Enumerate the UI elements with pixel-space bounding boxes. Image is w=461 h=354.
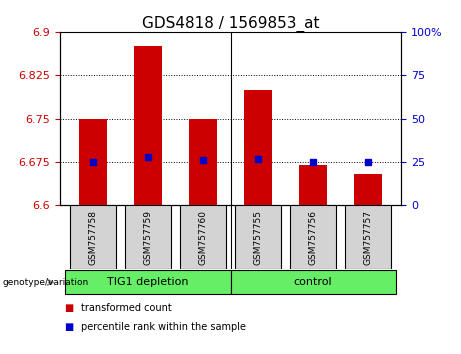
Text: GSM757760: GSM757760 [199, 210, 207, 265]
Bar [79, 119, 106, 205]
Text: percentile rank within the sample: percentile rank within the sample [81, 322, 246, 332]
Bar [345, 205, 390, 269]
Text: control: control [294, 277, 332, 287]
Bar [134, 46, 162, 205]
Bar [355, 173, 382, 205]
Text: ■: ■ [65, 322, 74, 332]
Bar [230, 270, 396, 294]
Bar [290, 205, 336, 269]
Bar [71, 205, 116, 269]
Text: GSM757756: GSM757756 [308, 210, 318, 265]
Text: GSM757759: GSM757759 [143, 210, 153, 265]
Text: GSM757758: GSM757758 [89, 210, 97, 265]
Text: GSM757755: GSM757755 [254, 210, 262, 265]
Text: transformed count: transformed count [81, 303, 171, 313]
Bar [236, 205, 281, 269]
Text: ■: ■ [65, 303, 74, 313]
Bar [65, 270, 230, 294]
Bar [299, 165, 327, 205]
Bar [125, 205, 171, 269]
Bar [180, 205, 225, 269]
Title: GDS4818 / 1569853_at: GDS4818 / 1569853_at [142, 16, 319, 32]
Text: genotype/variation: genotype/variation [2, 278, 89, 287]
Text: GSM757757: GSM757757 [364, 210, 372, 265]
Text: TIG1 depletion: TIG1 depletion [107, 277, 189, 287]
Bar [189, 119, 217, 205]
Bar [244, 90, 272, 205]
